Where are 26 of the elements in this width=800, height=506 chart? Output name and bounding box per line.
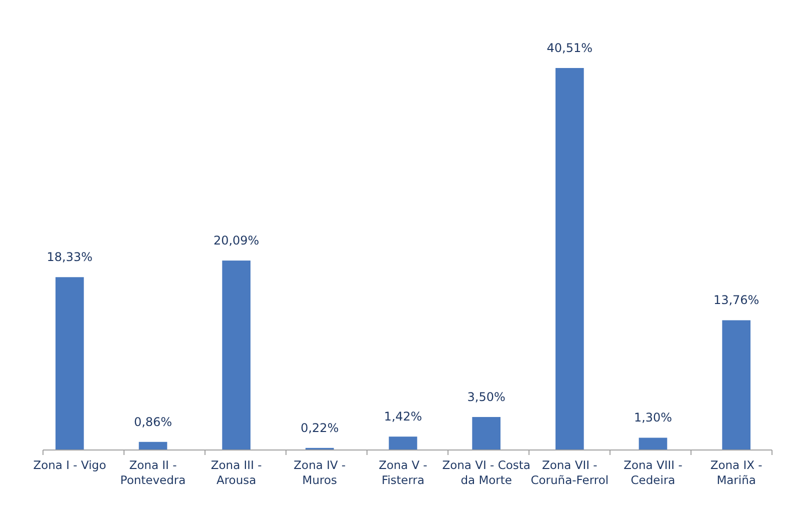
bar [56,277,84,450]
x-tick-label: Zona II - Pontevedra [120,458,186,487]
x-tick-label: Zona IX - Mariña [710,458,762,487]
bar [388,436,418,450]
x-tick-label: Zona VII - Coruña-Ferrol [530,458,609,487]
bar [472,416,500,450]
bar [556,68,584,450]
data-label: 0,22% [300,420,339,435]
x-tick-label: Zona III - Arousa [210,458,262,487]
x-tick-label: Zona VI - Costa da Morte [442,458,530,487]
bar [222,260,250,450]
data-label: 1,30% [634,410,672,425]
x-tick-label: Zona IV - Muros [294,458,346,487]
data-label: 13,76% [713,293,760,308]
x-tick-label: Zona V - Fisterra [378,458,428,487]
bar [638,438,668,450]
bar [722,320,750,450]
data-label: 20,09% [213,234,260,248]
bar [138,442,168,450]
data-label: 0,86% [134,414,172,429]
x-tick-label: Zona VIII - Cedeira [624,458,682,487]
data-label: 1,42% [384,410,422,424]
x-tick-label: Zona I - Vigo [33,458,106,472]
data-label: 18,33% [46,250,93,264]
data-label: 3,50% [467,390,506,404]
data-label: 40,51% [546,41,593,55]
